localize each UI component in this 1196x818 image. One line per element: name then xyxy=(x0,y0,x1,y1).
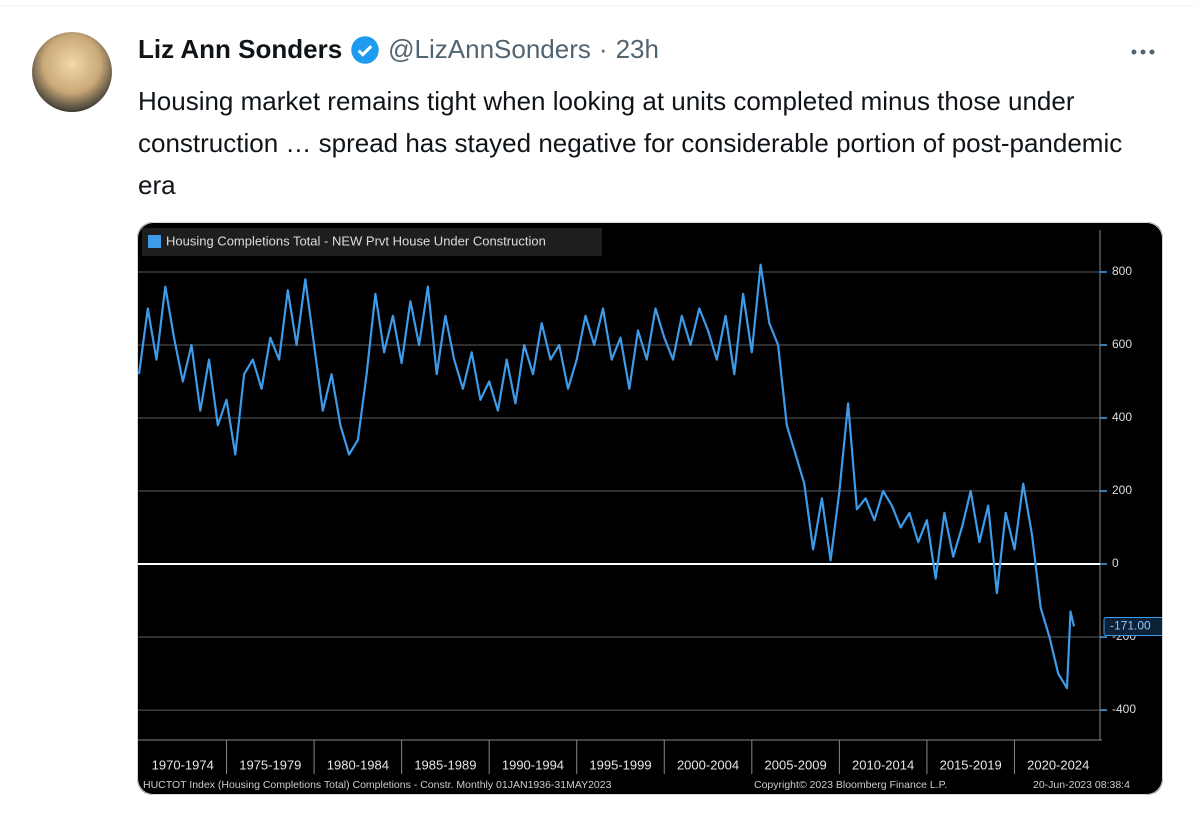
legend-swatch xyxy=(148,235,161,248)
x-tick-label: 2010-2014 xyxy=(852,757,914,772)
last-value-tag xyxy=(1103,616,1163,636)
x-tick-label: 1985-1989 xyxy=(414,757,476,772)
x-tick-label: 1970-1974 xyxy=(152,757,214,772)
avatar[interactable] xyxy=(32,32,112,112)
y-tick-label: 400 xyxy=(1112,410,1132,424)
image-border xyxy=(137,222,1163,795)
author-name[interactable]: Liz Ann Sonders xyxy=(138,34,343,64)
legend-label: Housing Completions Total - NEW Prvt Hou… xyxy=(166,233,546,248)
y-tick-label: 600 xyxy=(1112,337,1132,351)
tweet-text: Housing market remains tight when lookin… xyxy=(138,86,1123,200)
y-tick-label: 0 xyxy=(1112,556,1119,570)
timestamp[interactable]: 23h xyxy=(615,34,659,64)
data-line xyxy=(137,263,1076,690)
separator-dot: · xyxy=(598,34,608,64)
author-handle[interactable]: @LizAnnSonders xyxy=(388,34,591,64)
more-button[interactable] xyxy=(1131,49,1155,55)
chart-timestamp: 20-Jun-2023 08:38:4 xyxy=(1033,779,1130,791)
last-value-label: -171.00 xyxy=(1110,619,1151,633)
x-tick-label: 1995-1999 xyxy=(589,757,651,772)
x-tick-label: 2015-2019 xyxy=(940,757,1002,772)
y-tick-label: -400 xyxy=(1112,702,1136,716)
y-tick-label: 200 xyxy=(1112,483,1132,497)
verified-badge xyxy=(351,35,379,64)
x-tick-label: 2020-2024 xyxy=(1027,757,1089,772)
x-tick-label: 2005-2009 xyxy=(765,757,827,772)
chart-copyright: Copyright© 2023 Bloomberg Finance L.P. xyxy=(754,779,947,791)
x-axis-band xyxy=(137,740,1102,776)
chart-background xyxy=(137,222,1163,795)
x-tick-label: 1990-1994 xyxy=(502,757,564,772)
x-tick-label: 1980-1984 xyxy=(327,757,389,772)
x-tick-label: 2000-2004 xyxy=(677,757,739,772)
legend-box xyxy=(142,228,602,256)
x-tick-label: 1975-1979 xyxy=(239,757,301,772)
y-tick-label: 800 xyxy=(1112,264,1132,278)
tweet-header: Liz Ann Sonders @LizAnnSonders · 23h xyxy=(138,34,659,65)
chart-footer: HUCTOT Index (Housing Completions Total)… xyxy=(143,779,612,791)
